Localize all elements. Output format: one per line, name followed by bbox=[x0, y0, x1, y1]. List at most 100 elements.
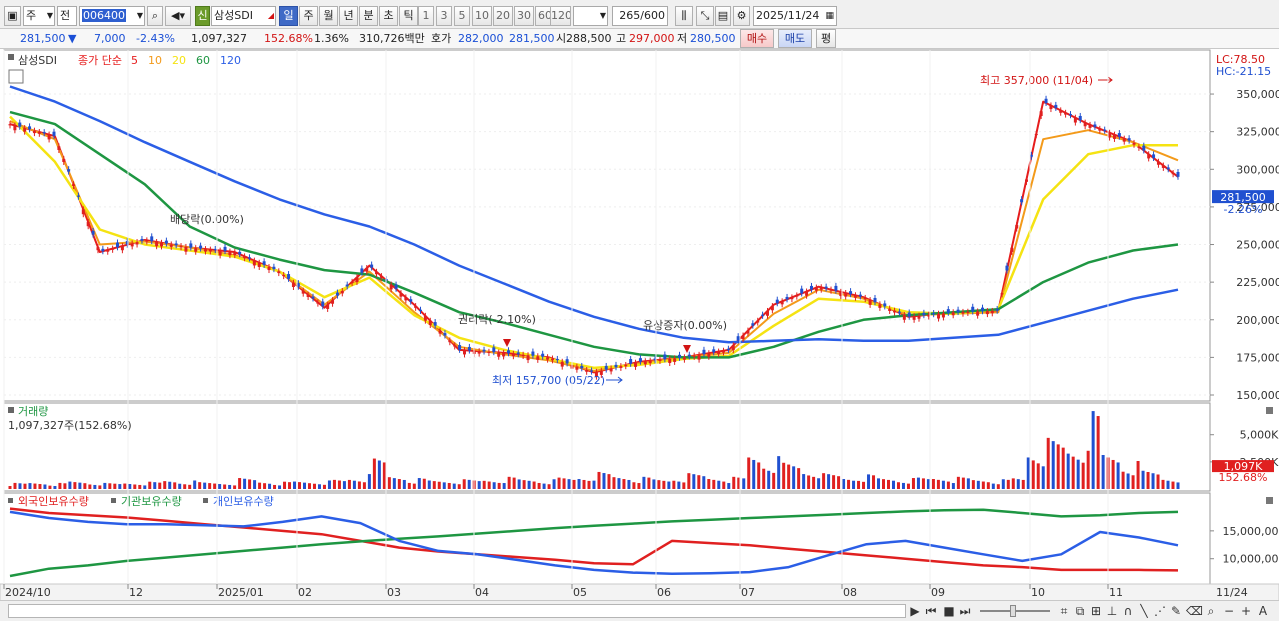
candle-body bbox=[1122, 138, 1126, 142]
sell-button[interactable]: 매도 bbox=[778, 29, 812, 48]
candle-body bbox=[785, 296, 789, 300]
avg-button[interactable]: 평 bbox=[816, 29, 836, 48]
period-button-week[interactable]: 주 bbox=[299, 6, 318, 26]
candle-body bbox=[296, 283, 300, 287]
layout-icon[interactable]: ⊞ bbox=[1090, 604, 1102, 618]
zoom-out-icon[interactable]: − bbox=[1223, 604, 1235, 618]
volume-bar bbox=[1051, 441, 1055, 489]
font-size-icon[interactable]: A bbox=[1258, 604, 1268, 618]
candle-body bbox=[130, 243, 134, 247]
stock-chart[interactable]: 350,000 325,000 300,000 275,000 250,000 225,0… bbox=[0, 49, 1279, 601]
select-tool-icon[interactable]: ⌗ bbox=[1060, 604, 1068, 618]
period-button-year[interactable]: 년 bbox=[339, 6, 358, 26]
candle-type-icon[interactable]: ⫼ bbox=[675, 6, 693, 26]
volume-bar bbox=[422, 478, 426, 489]
volume-bar bbox=[946, 481, 950, 489]
crosshair-icon[interactable]: ⤡ bbox=[696, 6, 714, 26]
draw-tool-icon[interactable]: ✎ bbox=[1170, 604, 1182, 618]
scroll-right-icon[interactable]: ▶ bbox=[910, 604, 920, 618]
axis-icon[interactable]: ⊥ bbox=[1106, 604, 1118, 618]
market-select[interactable]: 전 bbox=[57, 6, 77, 26]
candle-body bbox=[62, 158, 66, 162]
stock-code-input[interactable]: 006400 ▼ bbox=[79, 6, 145, 26]
panel-close-icon[interactable] bbox=[1266, 497, 1273, 504]
candle-body bbox=[438, 330, 442, 334]
candle-body bbox=[86, 221, 90, 227]
candle-body bbox=[663, 354, 667, 360]
volume-bar bbox=[108, 483, 112, 489]
trend-tool-icon[interactable]: ⋰ bbox=[1154, 604, 1166, 618]
horizontal-scrollbar[interactable] bbox=[8, 604, 906, 618]
period-button-second[interactable]: 초 bbox=[379, 6, 398, 26]
candle-body bbox=[389, 284, 393, 290]
stop-icon[interactable]: ■ bbox=[943, 604, 955, 618]
candle-body bbox=[433, 322, 437, 326]
stock-name-field[interactable]: 삼성SDI ◢ bbox=[211, 6, 276, 26]
volume-bar bbox=[672, 480, 676, 489]
volume-bar bbox=[392, 478, 396, 489]
interval-button-1[interactable]: 1 bbox=[418, 6, 434, 26]
panel-close-icon[interactable] bbox=[1266, 407, 1273, 414]
bar-count-input[interactable]: 265/600 bbox=[612, 6, 668, 26]
line-tool-icon[interactable]: ╲ bbox=[1140, 604, 1148, 618]
candle-body bbox=[448, 340, 452, 343]
scroll-first-icon[interactable]: ⏮ bbox=[925, 604, 937, 618]
period-button-month[interactable]: 월 bbox=[319, 6, 338, 26]
interval-button-3[interactable]: 3 bbox=[436, 6, 452, 26]
volume-bar bbox=[742, 478, 746, 489]
period-button-day[interactable]: 일 bbox=[279, 6, 298, 26]
interval-button-20[interactable]: 20 bbox=[493, 6, 513, 26]
volume-bar bbox=[367, 474, 371, 489]
interval-button-10[interactable]: 10 bbox=[472, 6, 492, 26]
calculator-icon[interactable] bbox=[8, 69, 24, 84]
candle-body bbox=[76, 195, 80, 197]
scroll-last-icon[interactable]: ⏭ bbox=[959, 604, 971, 618]
zoom-icon[interactable]: ⌕ bbox=[1207, 604, 1215, 618]
chart-menu-icon[interactable]: ▣ bbox=[4, 6, 21, 26]
candle-body bbox=[345, 284, 349, 287]
candle-body bbox=[409, 299, 413, 302]
gear-icon[interactable]: ⚙ bbox=[733, 6, 750, 26]
zoom-slider-thumb[interactable] bbox=[1010, 605, 1016, 617]
magnet-icon[interactable]: ∩ bbox=[1123, 604, 1133, 618]
candle-body bbox=[135, 242, 139, 245]
volume-bar bbox=[687, 473, 691, 489]
save-icon[interactable]: ▤ bbox=[715, 6, 731, 26]
candle-body bbox=[1152, 154, 1156, 158]
volume-bar bbox=[48, 485, 52, 489]
volume-bar bbox=[133, 484, 137, 489]
erase-tool-icon[interactable]: ⌫ bbox=[1186, 604, 1203, 618]
buy-button[interactable]: 매수 bbox=[740, 29, 774, 48]
volume-bar bbox=[312, 483, 316, 489]
interval-button-120[interactable]: 120 bbox=[550, 6, 571, 26]
volume-bar bbox=[891, 480, 895, 489]
zoom-in-icon[interactable]: + bbox=[1240, 604, 1252, 618]
candle-body bbox=[873, 297, 877, 303]
rights-annotation: 권리락(-2.10%) bbox=[458, 313, 536, 326]
volume-bar bbox=[293, 481, 297, 489]
copy-icon[interactable]: ⧉ bbox=[1075, 604, 1085, 618]
history-dropdown-icon[interactable]: ◀▾ bbox=[165, 6, 191, 26]
volume-bar bbox=[787, 464, 791, 489]
volume-bar bbox=[178, 483, 182, 489]
high-annotation: 최고 357,000 (11/04) bbox=[980, 74, 1093, 87]
zoom-slider[interactable] bbox=[980, 605, 1050, 617]
period-button-minute[interactable]: 분 bbox=[359, 6, 378, 26]
price-axis-label: 150,000 bbox=[1236, 389, 1279, 402]
volume-bar bbox=[208, 483, 212, 489]
holding-axis-label: 15,000,000 bbox=[1223, 525, 1279, 538]
period-select[interactable]: 주 ▼ bbox=[23, 6, 55, 26]
volume-bar bbox=[991, 483, 995, 489]
candle-body bbox=[1132, 142, 1136, 145]
volume-bar bbox=[258, 482, 262, 489]
interval-button-30[interactable]: 30 bbox=[514, 6, 534, 26]
interval-custom-select[interactable]: ▼ bbox=[573, 6, 608, 26]
volume-bar bbox=[966, 478, 970, 489]
period-button-tick[interactable]: 틱 bbox=[399, 6, 418, 26]
candle-body bbox=[1161, 165, 1165, 168]
volume-bar bbox=[1056, 444, 1060, 489]
volume-bar bbox=[802, 474, 806, 489]
date-input[interactable]: 2025/11/24 ▦ bbox=[753, 6, 837, 26]
search-icon[interactable]: ⌕ bbox=[147, 6, 163, 26]
interval-button-5[interactable]: 5 bbox=[454, 6, 470, 26]
